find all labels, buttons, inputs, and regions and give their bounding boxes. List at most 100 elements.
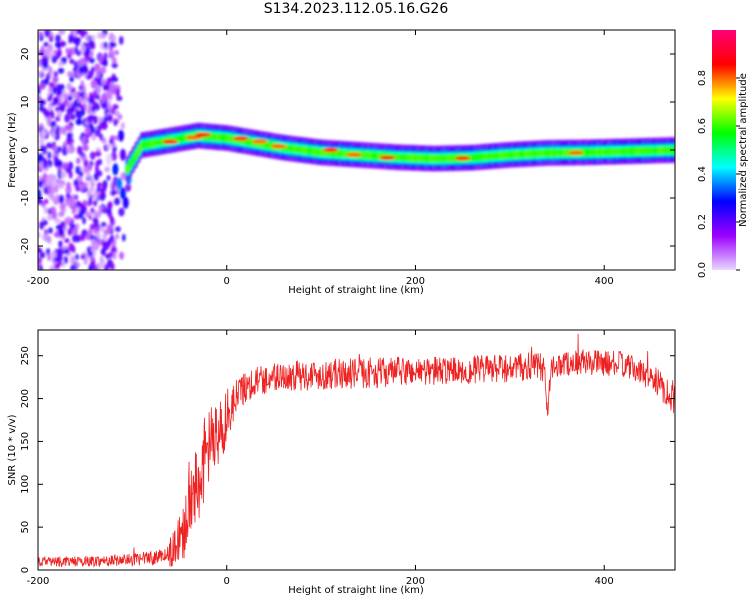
colorbar: 0.0 0.2 0.4 0.6 0.8 Normalized spectral ampl… [697, 30, 749, 278]
spectrogram-noise-cell [89, 223, 97, 230]
spectrogram-noise-cell [54, 96, 59, 104]
spectrogram-noise-cell [92, 217, 99, 223]
spectrogram-x-tick-label: 200 [406, 276, 425, 287]
snr-x-ticks: -200 0 200 400 [27, 330, 614, 587]
spectrogram-peak-cell [567, 150, 584, 156]
spectrogram-noise-cell [44, 109, 51, 118]
spectrogram-noise-cell [118, 207, 125, 217]
spectrogram-noise-cell [59, 94, 64, 101]
snr-panel: -200 0 200 400 0 50 100 150 200 250 Height of st… [7, 329, 676, 596]
spectrogram-noise-cell [42, 172, 47, 179]
spectrogram-noise-cell [38, 153, 44, 161]
spectrogram-noise-cell [94, 150, 102, 157]
spectrogram-noise-cell [59, 221, 66, 230]
spectrogram-noise-cell [76, 175, 83, 182]
spectrogram-noise-cell [82, 84, 86, 93]
spectrogram-noise-cell [59, 102, 65, 112]
spectrogram-noise-cell [101, 122, 108, 129]
colorbar-tick-label: 0.6 [697, 118, 708, 134]
spectrogram-peak-cell [251, 139, 268, 144]
spectrogram-noise-cell [88, 165, 93, 171]
spectrogram-noise-cell [38, 94, 41, 103]
spectrogram-noise-cell [87, 116, 93, 124]
spectrogram-noise-cell [66, 146, 74, 154]
snr-x-tick-label: 0 [224, 576, 230, 587]
spectrogram-noise-cell [80, 254, 86, 260]
spectrogram-x-tick-label: 400 [595, 276, 614, 287]
spectrogram-noise-cell [114, 197, 121, 206]
spectrogram-noise-cell [107, 101, 112, 107]
spectrogram-noise-cell [77, 59, 84, 67]
spectrogram-y-tick-label: 10 [20, 96, 31, 109]
page-title: S134.2023.112.05.16.G26 [263, 1, 449, 17]
spectrogram-noise-cell [47, 235, 52, 244]
spectrogram-noise-cell [85, 232, 91, 241]
spectrogram-noise-cell [101, 94, 107, 102]
spectrogram-noise-cell [111, 35, 116, 42]
spectrogram-noise-cell [95, 93, 101, 100]
spectrogram-noise-cell [115, 87, 120, 96]
spectrogram-noise-cell [55, 106, 60, 112]
spectrogram-noise-cell [85, 74, 92, 80]
spectrogram-noise-cell [106, 175, 111, 181]
spectrogram-noise-cell [65, 137, 72, 146]
spectrogram-noise-cell [59, 126, 66, 135]
spectrogram-noise-cell [114, 110, 120, 117]
spectrogram-noise-cell [51, 211, 58, 220]
spectrogram-noise-cell [81, 136, 86, 146]
spectrogram-noise-cell [59, 30, 66, 35]
spectrogram-noise-cell [112, 251, 117, 260]
spectrogram-noise-cell [110, 262, 115, 270]
spectrogram-noise-cell [52, 75, 59, 84]
spectrogram-noise-cell [71, 207, 76, 215]
spectrogram-panel: -200 0 200 400 -20 -10 0 10 20 Height of straig… [7, 29, 749, 296]
spectrogram-noise-cell [95, 160, 99, 169]
spectrogram-noise-cell [66, 71, 73, 78]
spectrogram-noise-cell [109, 83, 117, 93]
spectrogram-noise-cell [115, 226, 121, 233]
spectrogram-noise-cell [73, 194, 79, 201]
spectrogram-noise-cell [98, 54, 104, 62]
spectrogram-noise-cell [90, 79, 98, 89]
spectrogram-noise-cell [42, 159, 48, 169]
spectrogram-noise-cell [103, 85, 107, 91]
spectrogram-noise-cell [39, 220, 45, 230]
spectrogram-hook-cell [119, 148, 126, 161]
spectrogram-noise-cell [66, 107, 73, 116]
spectrogram-noise-cell [82, 216, 86, 225]
spectrogram-peak-cell [185, 135, 202, 140]
colorbar-ticks: 0.0 0.2 0.4 0.6 0.8 [697, 70, 740, 278]
spectrogram-noise-cell [96, 186, 101, 193]
spectrogram-noise-cell [99, 190, 105, 199]
spectrogram-noise-cell [47, 116, 52, 124]
spectrogram-noise-cell [64, 113, 71, 123]
spectrogram-noise-cell [47, 96, 52, 102]
spectrogram-noise-cell [66, 132, 73, 139]
spectrogram-noise-cell [54, 217, 61, 224]
spectrogram-noise-cell [86, 170, 91, 180]
spectrogram-noise-cell [99, 255, 104, 264]
spectrogram-noise-cell [90, 66, 95, 74]
spectrogram-noise-cell [39, 82, 46, 91]
spectrogram-noise-cell [88, 265, 93, 270]
spectrogram-noise-cell [65, 216, 72, 224]
spectrogram-noise-cell [89, 177, 95, 187]
spectrogram-noise-cell [49, 265, 56, 270]
spectrogram-noise-cell [55, 115, 61, 122]
spectrogram-noise-cell [56, 160, 63, 168]
spectrogram-noise-cell [105, 90, 113, 99]
spectrogram-noise-cell [105, 80, 111, 88]
spectrogram-noise-cell [100, 222, 107, 228]
spectrogram-noise-cell [48, 66, 53, 73]
spectrogram-peak-cell [162, 139, 179, 145]
spectrogram-noise-cell [38, 70, 43, 76]
spectrogram-noise-cell [89, 49, 94, 58]
spectrogram-peak-cell [232, 136, 249, 141]
spectrogram-noise-cell [75, 206, 80, 213]
snr-frame [37, 329, 676, 571]
spectrogram-noise-cell [107, 239, 112, 245]
spectrogram-noise-cell [102, 234, 108, 242]
spectrogram-x-tick-label: -200 [27, 276, 50, 287]
spectrogram-y-tick-label: 20 [20, 48, 31, 61]
spectrogram-noise-cell [75, 157, 81, 165]
